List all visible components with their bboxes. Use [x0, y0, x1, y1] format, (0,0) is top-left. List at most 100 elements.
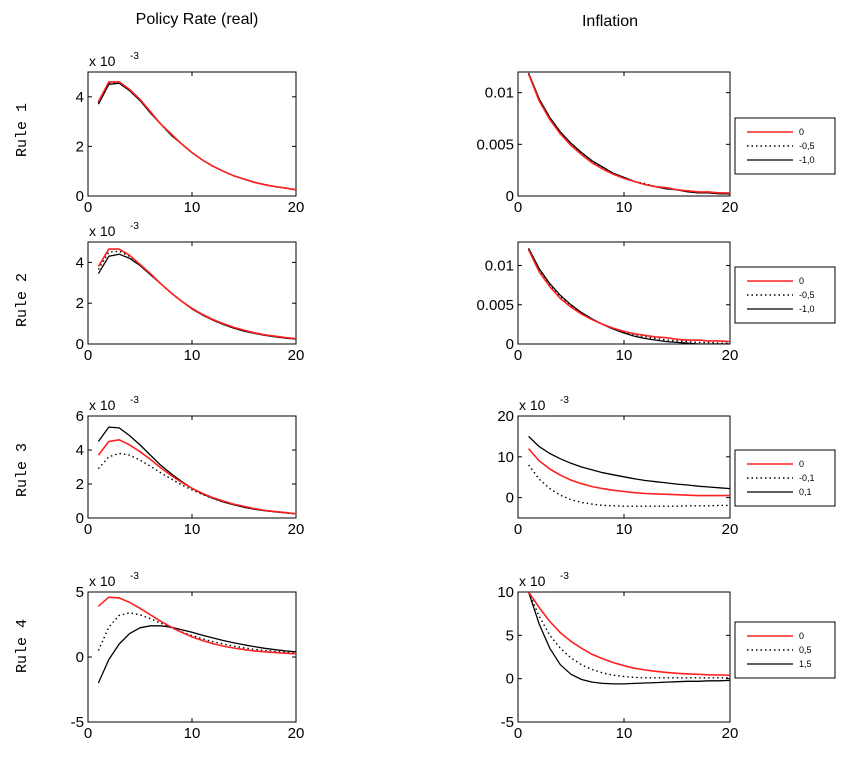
x-tick-label: 10 — [616, 725, 633, 742]
axis-exponent-label: x 10 — [519, 397, 546, 413]
axes-frame — [87, 591, 297, 723]
legend-entry: 0 — [799, 459, 804, 469]
series-line-0,5 — [97, 612, 296, 654]
legend: 0 0,5 1,5 — [734, 621, 836, 679]
column-title-policy-rate: Policy Rate (real) — [136, 11, 259, 28]
y-tick-label: 0.01 — [485, 85, 514, 102]
y-tick-label: 0 — [76, 188, 84, 205]
axes-frame — [87, 241, 297, 345]
x-tick-label: 0 — [84, 347, 92, 364]
y-tick-label: 2 — [76, 138, 84, 155]
x-tick-label: 20 — [722, 347, 739, 364]
legend-entry: 0 — [799, 276, 804, 286]
series-line-0 — [527, 249, 730, 343]
axes-frame — [517, 241, 731, 345]
series-line--0,5 — [527, 73, 730, 195]
y-tick-label: 0 — [76, 336, 84, 353]
series-line-0 — [527, 448, 730, 497]
y-tick-label: 2 — [76, 295, 84, 312]
x-tick-label: 0 — [84, 521, 92, 538]
legend-entry: -0,5 — [799, 141, 815, 151]
series-line--0,1 — [528, 464, 730, 507]
panel-rule2-inflation: 0 10 20 0 0.005 0.01 0 -0,5 -1,0 — [476, 241, 836, 364]
series-line--0,5 — [97, 82, 296, 191]
legend-entry: -1,0 — [799, 304, 815, 314]
series-line-0,5 — [527, 592, 730, 679]
y-tick-label: 0.005 — [476, 136, 514, 153]
legend-entry: 1,5 — [799, 659, 812, 669]
y-tick-label: 0 — [506, 671, 514, 688]
x-tick-label: 0 — [514, 725, 522, 742]
axis-exponent-label: x 10 — [89, 573, 116, 589]
series-line-0 — [97, 438, 296, 515]
series-line-1,5 — [97, 625, 296, 684]
x-tick-label: 0 — [514, 347, 522, 364]
legend: 0 -0,5 -1,0 — [734, 266, 836, 324]
y-tick-label: 20 — [497, 408, 514, 425]
x-tick-label: 10 — [184, 199, 201, 216]
legend-entry: 0 — [799, 631, 804, 641]
legend-entry: -0,1 — [799, 473, 815, 483]
axis-exponent-sup: -3 — [130, 395, 139, 406]
legend-box — [734, 266, 836, 324]
axis-exponent-label: x 10 — [89, 53, 116, 69]
axes-frame — [87, 415, 297, 519]
legend: 0 -0,1 0,1 — [734, 449, 836, 507]
axis-exponent-sup: -3 — [560, 571, 569, 582]
series-line--0,5 — [97, 250, 296, 340]
y-tick-label: 4 — [76, 89, 84, 106]
axis-exponent-sup: -3 — [130, 51, 139, 62]
x-tick-label: 0 — [84, 199, 92, 216]
series-line-0,1 — [97, 426, 296, 515]
axes-frame — [517, 591, 731, 723]
axis-exponent-label: x 10 — [89, 397, 116, 413]
y-tick-label: 0 — [76, 510, 84, 527]
y-tick-label: 0.01 — [485, 258, 514, 275]
x-tick-label: 0 — [514, 199, 522, 216]
panel-rule1-policy-rate: 0 10 20 0 2 4 x 10 -3 — [76, 51, 305, 216]
x-tick-label: 10 — [184, 521, 201, 538]
panel-rule1-inflation: 0 10 20 0 0.005 0.01 0 -0,5 -1,0 — [476, 71, 836, 216]
axes-frame — [517, 415, 731, 519]
legend-box — [734, 117, 836, 175]
series-line-0 — [527, 592, 730, 676]
x-tick-label: 20 — [722, 199, 739, 216]
axis-exponent-label: x 10 — [89, 223, 116, 239]
column-title-inflation: Inflation — [582, 13, 638, 30]
series-line--0,1 — [97, 452, 296, 515]
y-tick-label: 10 — [497, 584, 514, 601]
y-tick-label: 0 — [506, 188, 514, 205]
legend-entry: 0,1 — [799, 487, 812, 497]
y-tick-label: 5 — [76, 584, 84, 601]
series-line-1,5 — [527, 592, 730, 685]
axis-exponent-sup: -3 — [560, 395, 569, 406]
legend: 0 -0,5 -1,0 — [734, 117, 836, 175]
y-tick-label: 4 — [76, 442, 84, 459]
panel-rule3-policy-rate: 0 10 20 0 2 4 6 x 10 -3 — [76, 395, 305, 538]
legend-entry: 0 — [799, 127, 804, 137]
y-tick-label: 2 — [76, 476, 84, 493]
y-tick-label: 5 — [506, 627, 514, 644]
y-tick-label: 4 — [76, 254, 84, 271]
x-tick-label: 20 — [722, 725, 739, 742]
row-label-2: Rule 2 — [14, 273, 31, 327]
x-tick-label: 10 — [616, 521, 633, 538]
row-label-4: Rule 4 — [14, 619, 31, 673]
panel-rule2-policy-rate: 0 10 20 0 2 4 x 10 -3 — [76, 221, 305, 364]
series-line-0,1 — [528, 435, 730, 490]
x-tick-label: 20 — [288, 725, 305, 742]
x-tick-label: 20 — [722, 521, 739, 538]
series-line--1,0 — [528, 248, 730, 344]
series-line-0 — [97, 248, 296, 340]
series-line--1,0 — [97, 253, 296, 340]
legend-box — [734, 449, 836, 507]
series-line-0 — [527, 73, 730, 194]
axis-exponent-sup: -3 — [130, 571, 139, 582]
row-label-3: Rule 3 — [14, 443, 31, 497]
row-label-1: Rule 1 — [14, 103, 31, 157]
axis-exponent-sup: -3 — [130, 221, 139, 232]
